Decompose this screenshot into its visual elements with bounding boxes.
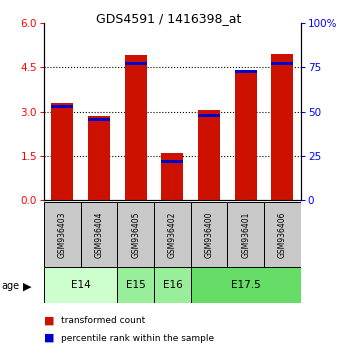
Bar — [154, 267, 191, 303]
Bar — [125, 56, 147, 200]
Bar — [191, 202, 227, 267]
Bar — [81, 202, 117, 267]
Text: GSM936403: GSM936403 — [58, 211, 67, 258]
Text: GSM936401: GSM936401 — [241, 211, 250, 258]
Text: ■: ■ — [44, 333, 54, 343]
Bar — [88, 118, 110, 121]
Bar — [51, 103, 73, 200]
Bar — [161, 160, 184, 162]
Bar — [271, 54, 293, 200]
Bar — [198, 110, 220, 200]
Bar — [44, 267, 117, 303]
Text: GSM936400: GSM936400 — [204, 211, 214, 258]
Text: E16: E16 — [163, 280, 182, 290]
Text: E15: E15 — [126, 280, 146, 290]
Bar — [227, 202, 264, 267]
Text: ▶: ▶ — [23, 282, 31, 292]
Bar — [117, 202, 154, 267]
Bar — [88, 116, 110, 200]
Bar — [264, 202, 301, 267]
Bar — [198, 114, 220, 116]
Bar — [154, 202, 191, 267]
Text: GSM936404: GSM936404 — [95, 211, 103, 258]
Text: GSM936406: GSM936406 — [278, 211, 287, 258]
Bar — [44, 202, 81, 267]
Bar — [191, 267, 301, 303]
Bar — [117, 267, 154, 303]
Bar — [125, 62, 147, 65]
Text: E17.5: E17.5 — [231, 280, 261, 290]
Text: transformed count: transformed count — [61, 316, 145, 325]
Text: GDS4591 / 1416398_at: GDS4591 / 1416398_at — [96, 12, 242, 25]
Bar — [271, 62, 293, 65]
Text: age: age — [2, 281, 20, 291]
Text: GSM936402: GSM936402 — [168, 211, 177, 258]
Bar — [161, 153, 184, 200]
Text: GSM936405: GSM936405 — [131, 211, 140, 258]
Text: E14: E14 — [71, 280, 91, 290]
Text: percentile rank within the sample: percentile rank within the sample — [61, 333, 214, 343]
Bar — [51, 105, 73, 108]
Bar — [235, 72, 257, 200]
Text: ■: ■ — [44, 315, 54, 325]
Bar — [235, 70, 257, 73]
